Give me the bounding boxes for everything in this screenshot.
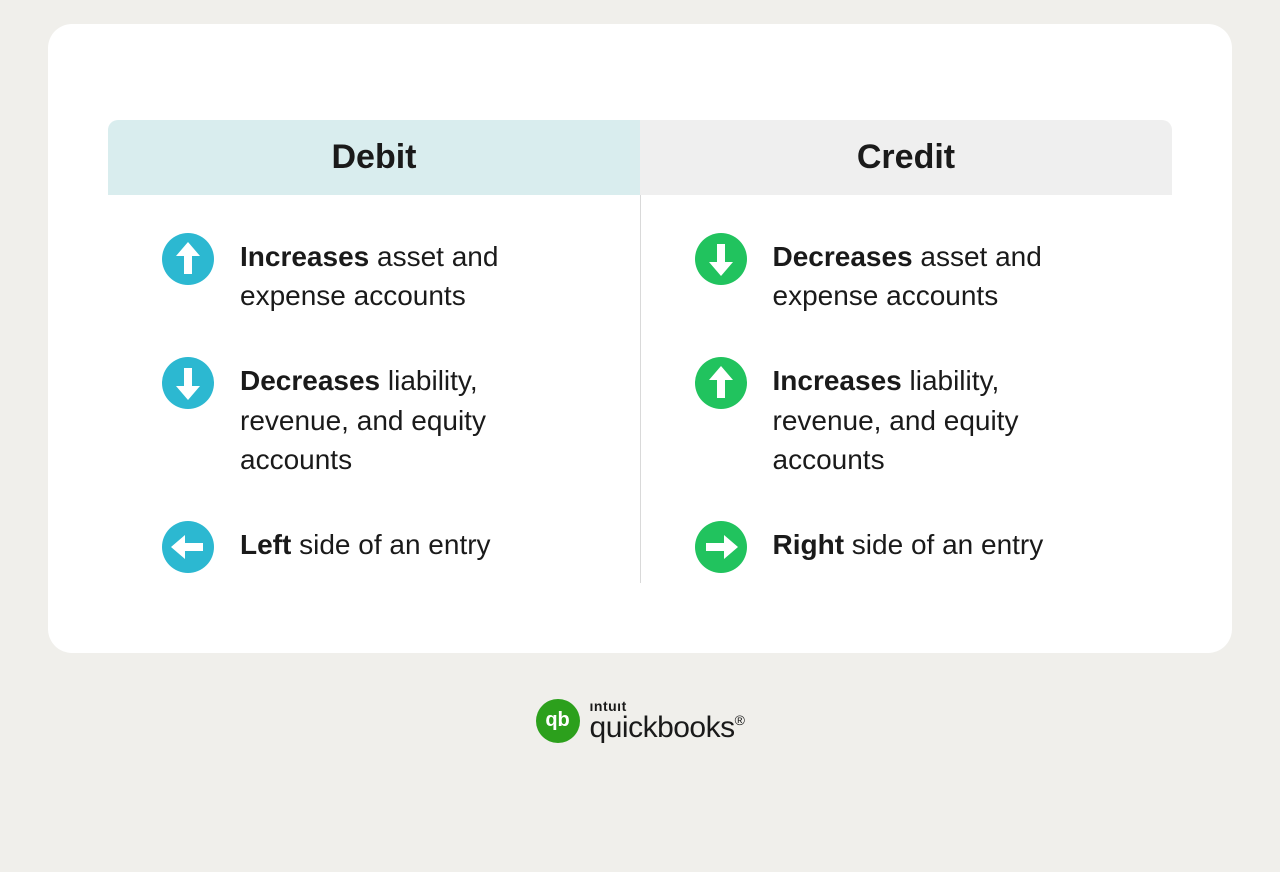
credit-header: Credit — [640, 120, 1172, 195]
arrow-left-icon — [162, 521, 214, 573]
credit-column: Decreases asset and expense accounts Inc… — [641, 195, 1173, 583]
credit-item-2: Right side of an entry — [695, 521, 1145, 573]
debit-item-1: Decreases liability, revenue, and equity… — [162, 357, 612, 479]
brand-logo: qb ıntuıt quickbooks® — [536, 699, 745, 743]
quickbooks-mark-icon: qb — [536, 699, 580, 743]
credit-item-1-text: Increases liability, revenue, and equity… — [773, 357, 1103, 479]
debit-column: Increases asset and expense accounts Dec… — [108, 195, 641, 583]
arrow-up-icon — [162, 233, 214, 285]
debit-item-2-text: Left side of an entry — [240, 521, 491, 564]
credit-item-0: Decreases asset and expense accounts — [695, 233, 1145, 315]
quickbooks-word: quickbooks — [590, 711, 735, 744]
arrow-up-icon — [695, 357, 747, 409]
debit-header: Debit — [108, 120, 640, 195]
brand-logo-text: ıntuıt quickbooks® — [590, 699, 745, 743]
registered-mark: ® — [735, 712, 745, 728]
credit-item-1: Increases liability, revenue, and equity… — [695, 357, 1145, 479]
debit-item-0: Increases asset and expense accounts — [162, 233, 612, 315]
credit-item-2-text: Right side of an entry — [773, 521, 1044, 564]
header-row: Debit Credit — [108, 120, 1172, 195]
body-row: Increases asset and expense accounts Dec… — [108, 195, 1172, 583]
debit-item-2: Left side of an entry — [162, 521, 612, 573]
credit-item-0-text: Decreases asset and expense accounts — [773, 233, 1103, 315]
debit-item-1-text: Decreases liability, revenue, and equity… — [240, 357, 570, 479]
debit-item-0-text: Increases asset and expense accounts — [240, 233, 570, 315]
arrow-right-icon — [695, 521, 747, 573]
arrow-down-icon — [695, 233, 747, 285]
infographic-card: Debit Credit Increases asset and expense… — [48, 24, 1232, 653]
quickbooks-label: quickbooks® — [590, 713, 745, 743]
arrow-down-icon — [162, 357, 214, 409]
comparison-table: Debit Credit Increases asset and expense… — [108, 120, 1172, 583]
